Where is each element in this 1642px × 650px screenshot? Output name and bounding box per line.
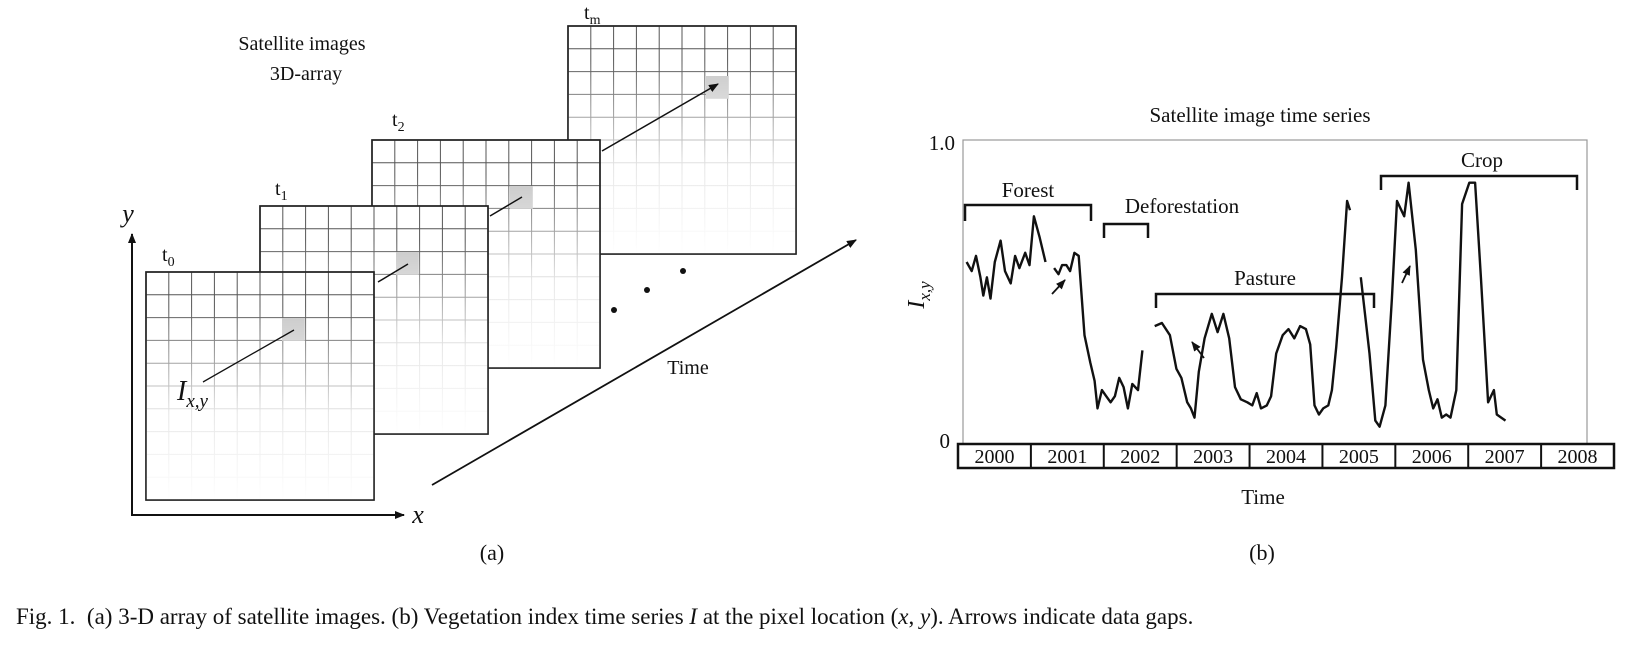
ellipsis-dot [680, 268, 686, 274]
year-label: 2002 [1120, 446, 1160, 468]
pixel-link-t2-tm [601, 83, 719, 152]
panel-label-b: (b) [1249, 540, 1275, 565]
panel-label-a: (a) [480, 540, 504, 565]
phase-bracket-deforestation: Deforestation [1102, 194, 1240, 238]
time-arrow [431, 239, 857, 486]
year-label: 2008 [1558, 446, 1598, 468]
data-gap-arrow [1051, 279, 1066, 295]
year-label: 2001 [1047, 446, 1087, 468]
series-line [965, 215, 1047, 300]
array-title-line2: 3D-array [270, 63, 342, 85]
frame-label-tm: tm [584, 2, 601, 28]
array-title-line1: Satellite images [238, 33, 365, 55]
year-label: 2003 [1193, 446, 1233, 468]
y-tick-top: 1.0 [929, 131, 955, 155]
data-gap-arrow [1191, 341, 1205, 359]
year-axis: 2000 2001 2002 2003 2004 2005 2006 2007 2008 [974, 444, 1598, 468]
ellipsis-dot [611, 307, 617, 313]
frame-label-t2: t2 [392, 109, 405, 135]
panel-a: Satellite images 3D-array tm t2 [119, 2, 857, 565]
x-axis-label: x [411, 500, 424, 529]
series-line [1359, 181, 1507, 428]
phase-bracket-forest: Forest [963, 178, 1093, 221]
image-frame-tm: tm [567, 2, 797, 255]
frame-label-t0: t0 [162, 244, 175, 270]
y-axis-label-b: Ix,y [904, 281, 934, 310]
y-axis-label: y [119, 199, 134, 228]
year-strip [956, 442, 1616, 470]
frame-label-t1: t1 [275, 178, 288, 204]
panel-b: Satellite image time series 1.0 0 Ix,y 2… [904, 103, 1616, 565]
year-label: 2004 [1266, 446, 1306, 468]
ellipsis-dot [644, 287, 650, 293]
time-label-a: Time [667, 357, 709, 379]
year-label: 2007 [1485, 446, 1525, 468]
time-series-lines [965, 181, 1507, 428]
phase-label-forest: Forest [1002, 178, 1055, 202]
y-tick-bottom: 0 [940, 429, 951, 453]
plot-area [962, 139, 1588, 446]
series-line [1154, 199, 1352, 419]
pixel-link-t1-t2 [489, 196, 523, 217]
pixel-link-t0-t1 [377, 263, 409, 283]
figure-caption: Fig. 1. (a) 3-D array of satellite image… [16, 604, 1194, 629]
series-line [1053, 251, 1144, 410]
x-axis-label-b: Time [1241, 485, 1285, 509]
pixel-label: Ix,y [176, 376, 209, 412]
data-gap-arrow [1401, 265, 1411, 284]
phase-bracket-crop: Crop [1379, 148, 1579, 190]
phase-label-crop: Crop [1461, 148, 1503, 172]
phase-label-pasture: Pasture [1234, 266, 1296, 290]
chart-title: Satellite image time series [1149, 103, 1370, 127]
phase-label-deforestation: Deforestation [1125, 194, 1240, 218]
image-frame-t0: t0 [145, 244, 375, 501]
year-label: 2000 [974, 446, 1014, 468]
year-label: 2005 [1339, 446, 1379, 468]
year-label: 2006 [1412, 446, 1452, 468]
pixel-label-leader [202, 329, 295, 383]
phase-bracket-pasture: Pasture [1154, 266, 1376, 308]
